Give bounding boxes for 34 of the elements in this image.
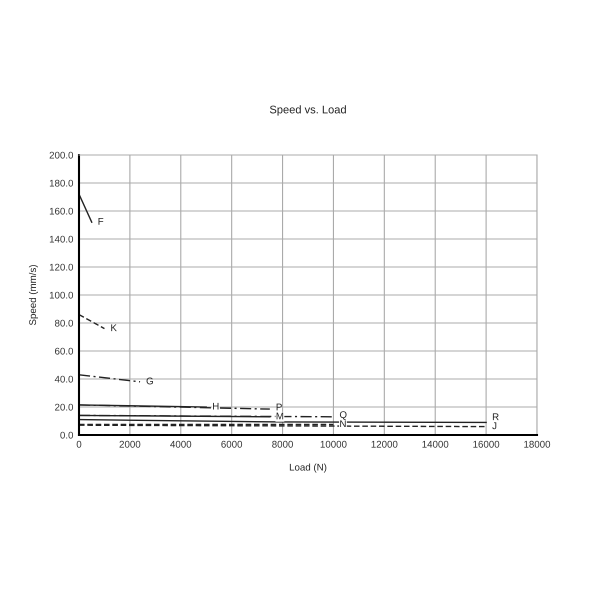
x-tick-label: 8000: [272, 440, 293, 448]
series-label: G: [146, 378, 153, 384]
y-tick-label: 60.0: [55, 348, 74, 355]
x-tick-label: 18000: [524, 440, 550, 448]
x-tick-label: 0: [76, 440, 82, 448]
chart-title: Speed vs. Load: [270, 105, 346, 116]
series-label: Q: [340, 411, 347, 420]
series-label: N: [340, 420, 346, 428]
series-label: P: [276, 404, 282, 410]
y-tick-label: 20.0: [55, 404, 74, 411]
y-axis-title: Speed (mm/s): [28, 265, 38, 326]
series-label: M: [276, 412, 284, 420]
series-label: H: [213, 402, 218, 410]
x-tick-label: 4000: [170, 440, 192, 448]
series-label: R: [492, 413, 499, 420]
y-tick-label: 80.0: [54, 320, 74, 327]
y-tick-label: 160.0: [50, 208, 74, 215]
y-tick-label: 200.0: [50, 152, 74, 159]
series-label: K: [111, 324, 117, 332]
y-tick-label: 0.0: [60, 432, 74, 439]
series-label: J: [492, 422, 496, 430]
y-tick-label: 40.0: [54, 376, 74, 383]
x-tick-label: 14000: [422, 440, 448, 448]
y-tick-label: 180.0: [50, 180, 74, 187]
y-tick-label: 140.0: [50, 236, 74, 243]
x-tick-label: 6000: [221, 440, 242, 448]
x-axis-title: Load (N): [290, 464, 326, 473]
y-tick-label: 100.0: [50, 292, 74, 299]
series-label: F: [98, 218, 104, 225]
x-tick-label: 16000: [473, 440, 500, 448]
y-tick-label: 120.0: [50, 264, 74, 271]
x-tick-label: 12000: [372, 440, 398, 448]
x-tick-label: 10000: [320, 440, 347, 448]
x-tick-label: 2000: [120, 440, 140, 448]
